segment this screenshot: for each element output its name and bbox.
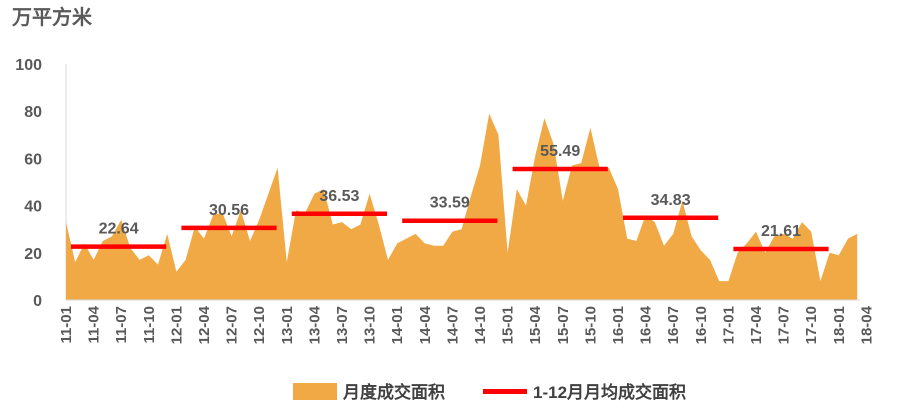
x-tick-label: 16-07 bbox=[665, 306, 682, 344]
x-tick-label: 13-01 bbox=[279, 306, 296, 344]
y-tick-label: 20 bbox=[24, 246, 42, 263]
legend-line-label: 1-12月月均成交面积 bbox=[533, 382, 686, 402]
average-lines: 22.64 30.56 36.53 33.59 55.49 34.83 21.61 bbox=[71, 143, 829, 252]
average-label-2012: 30.56 bbox=[209, 202, 249, 219]
legend-line-swatch bbox=[483, 389, 527, 394]
x-tick-label: 11-01 bbox=[58, 306, 75, 344]
x-tick-label: 16-01 bbox=[610, 306, 627, 344]
x-tick-label: 15-04 bbox=[527, 305, 544, 344]
average-label-2017: 21.61 bbox=[761, 223, 801, 240]
x-tick-label: 12-07 bbox=[224, 306, 241, 344]
x-tick-label: 14-04 bbox=[417, 305, 434, 344]
x-axis: 11-01 11-04 11-07 11-10 12-01 12-04 12-07 12-10… bbox=[58, 299, 875, 344]
x-tick-label: 18-01 bbox=[831, 306, 848, 344]
x-tick-label: 18-04 bbox=[858, 305, 875, 344]
x-tick-label: 15-01 bbox=[500, 306, 517, 344]
x-tick-label: 11-07 bbox=[113, 306, 130, 344]
x-tick-label: 11-04 bbox=[86, 305, 103, 343]
x-tick-label: 16-10 bbox=[693, 306, 710, 344]
x-tick-label: 13-10 bbox=[362, 306, 379, 344]
average-label-2015: 55.49 bbox=[540, 143, 580, 160]
x-tick-label: 14-07 bbox=[444, 306, 461, 344]
average-label-2011: 22.64 bbox=[99, 221, 139, 238]
x-tick-label: 15-07 bbox=[555, 306, 572, 344]
x-tick-label: 16-04 bbox=[638, 305, 655, 344]
legend-area-swatch bbox=[293, 383, 337, 400]
x-tick-label: 14-01 bbox=[389, 306, 406, 344]
y-tick-label: 0 bbox=[33, 293, 42, 310]
x-tick-label: 12-04 bbox=[196, 305, 213, 344]
legend-area-label: 月度成交面积 bbox=[342, 382, 445, 402]
x-tick-label: 12-01 bbox=[168, 306, 185, 344]
x-tick-label: 17-10 bbox=[803, 306, 820, 344]
y-axis: 0 20 40 60 80 100 bbox=[15, 57, 67, 310]
y-tick-label: 40 bbox=[24, 199, 42, 216]
y-tick-label: 60 bbox=[24, 151, 42, 168]
y-tick-label: 100 bbox=[15, 57, 42, 74]
monthly-area-series bbox=[66, 113, 858, 300]
average-label-2013: 36.53 bbox=[319, 188, 359, 205]
x-tick-label: 11-10 bbox=[141, 306, 158, 344]
average-label-2014: 33.59 bbox=[430, 195, 470, 212]
x-tick-label: 13-07 bbox=[334, 306, 351, 344]
y-tick-label: 80 bbox=[24, 104, 42, 121]
x-tick-label: 15-10 bbox=[582, 306, 599, 344]
x-tick-label: 17-01 bbox=[720, 306, 737, 344]
x-tick-label: 13-04 bbox=[306, 305, 323, 344]
plot-area bbox=[66, 113, 858, 300]
average-label-2016: 34.83 bbox=[651, 192, 691, 209]
x-tick-label: 12-10 bbox=[251, 306, 268, 344]
x-tick-label: 14-10 bbox=[472, 306, 489, 344]
x-tick-label: 17-07 bbox=[776, 306, 793, 344]
legend: 月度成交面积 1-12月月均成交面积 bbox=[293, 382, 686, 402]
y-unit-label: 万平方米 bbox=[11, 5, 93, 29]
x-tick-label: 17-04 bbox=[748, 305, 765, 344]
